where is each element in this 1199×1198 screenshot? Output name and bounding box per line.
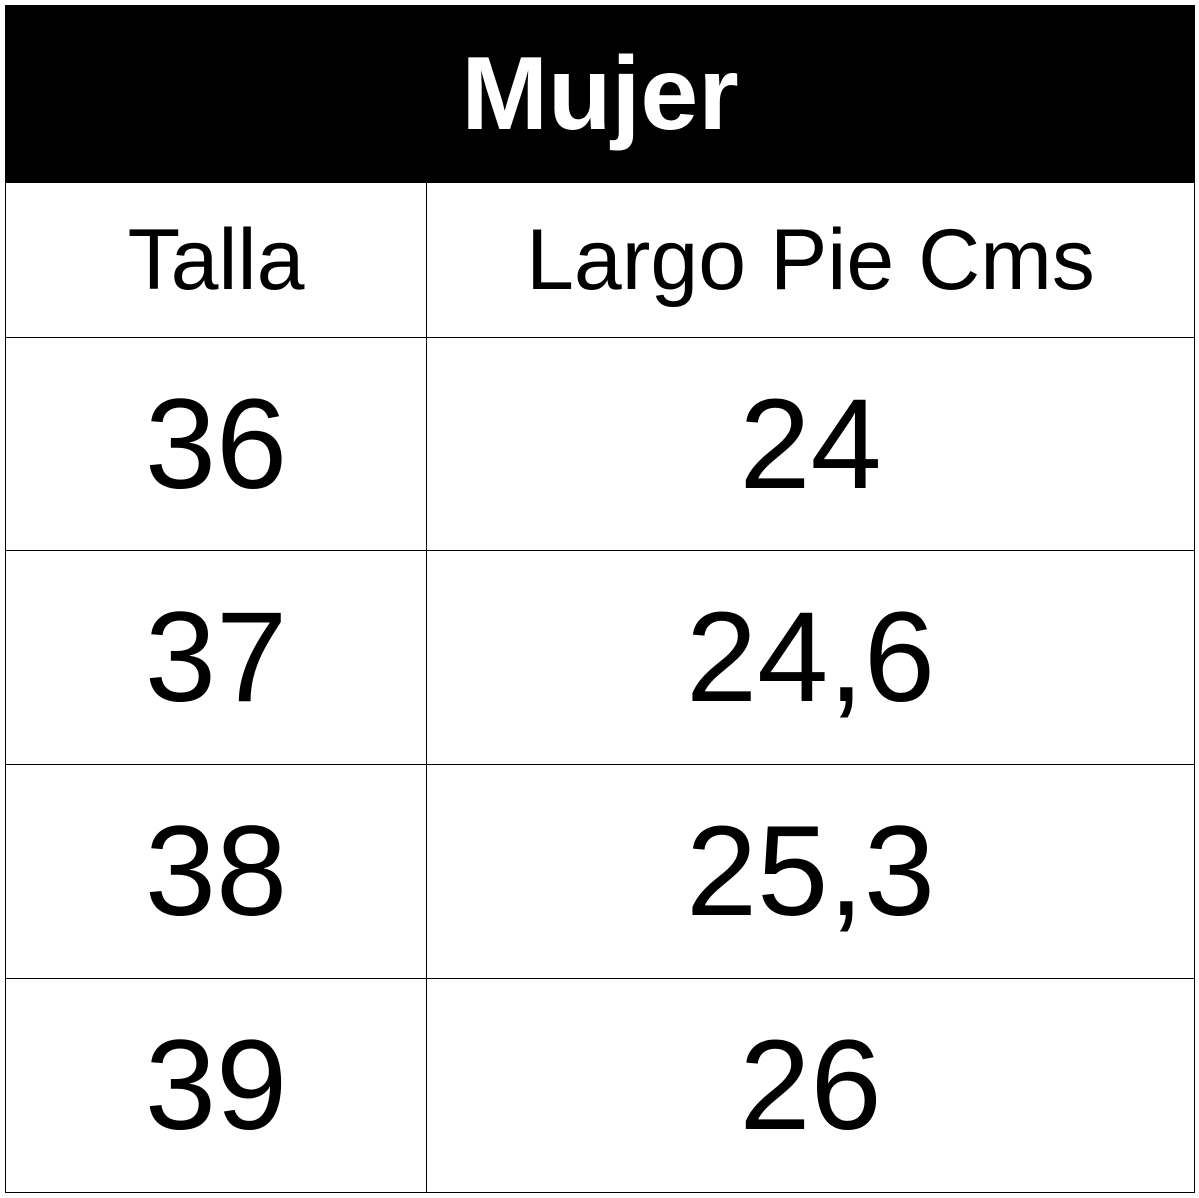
table-cell: 38 (5, 764, 427, 979)
table-cell: 39 (5, 978, 427, 1193)
table-cell: 24,6 (426, 550, 1195, 765)
table-cell: 25,3 (426, 764, 1195, 979)
table-cell: 37 (5, 550, 427, 765)
table-cell: 26 (426, 978, 1195, 1193)
table-cell: 24 (426, 337, 1195, 551)
header-cell: Largo Pie Cms (426, 182, 1195, 338)
size-table: Mujer Talla Largo Pie Cms 36 24 37 24,6 38 25,3… (5, 5, 1195, 1193)
table-cell: 36 (5, 337, 427, 551)
table-title: Mujer (5, 5, 1195, 183)
header-cell: Talla (5, 182, 427, 338)
